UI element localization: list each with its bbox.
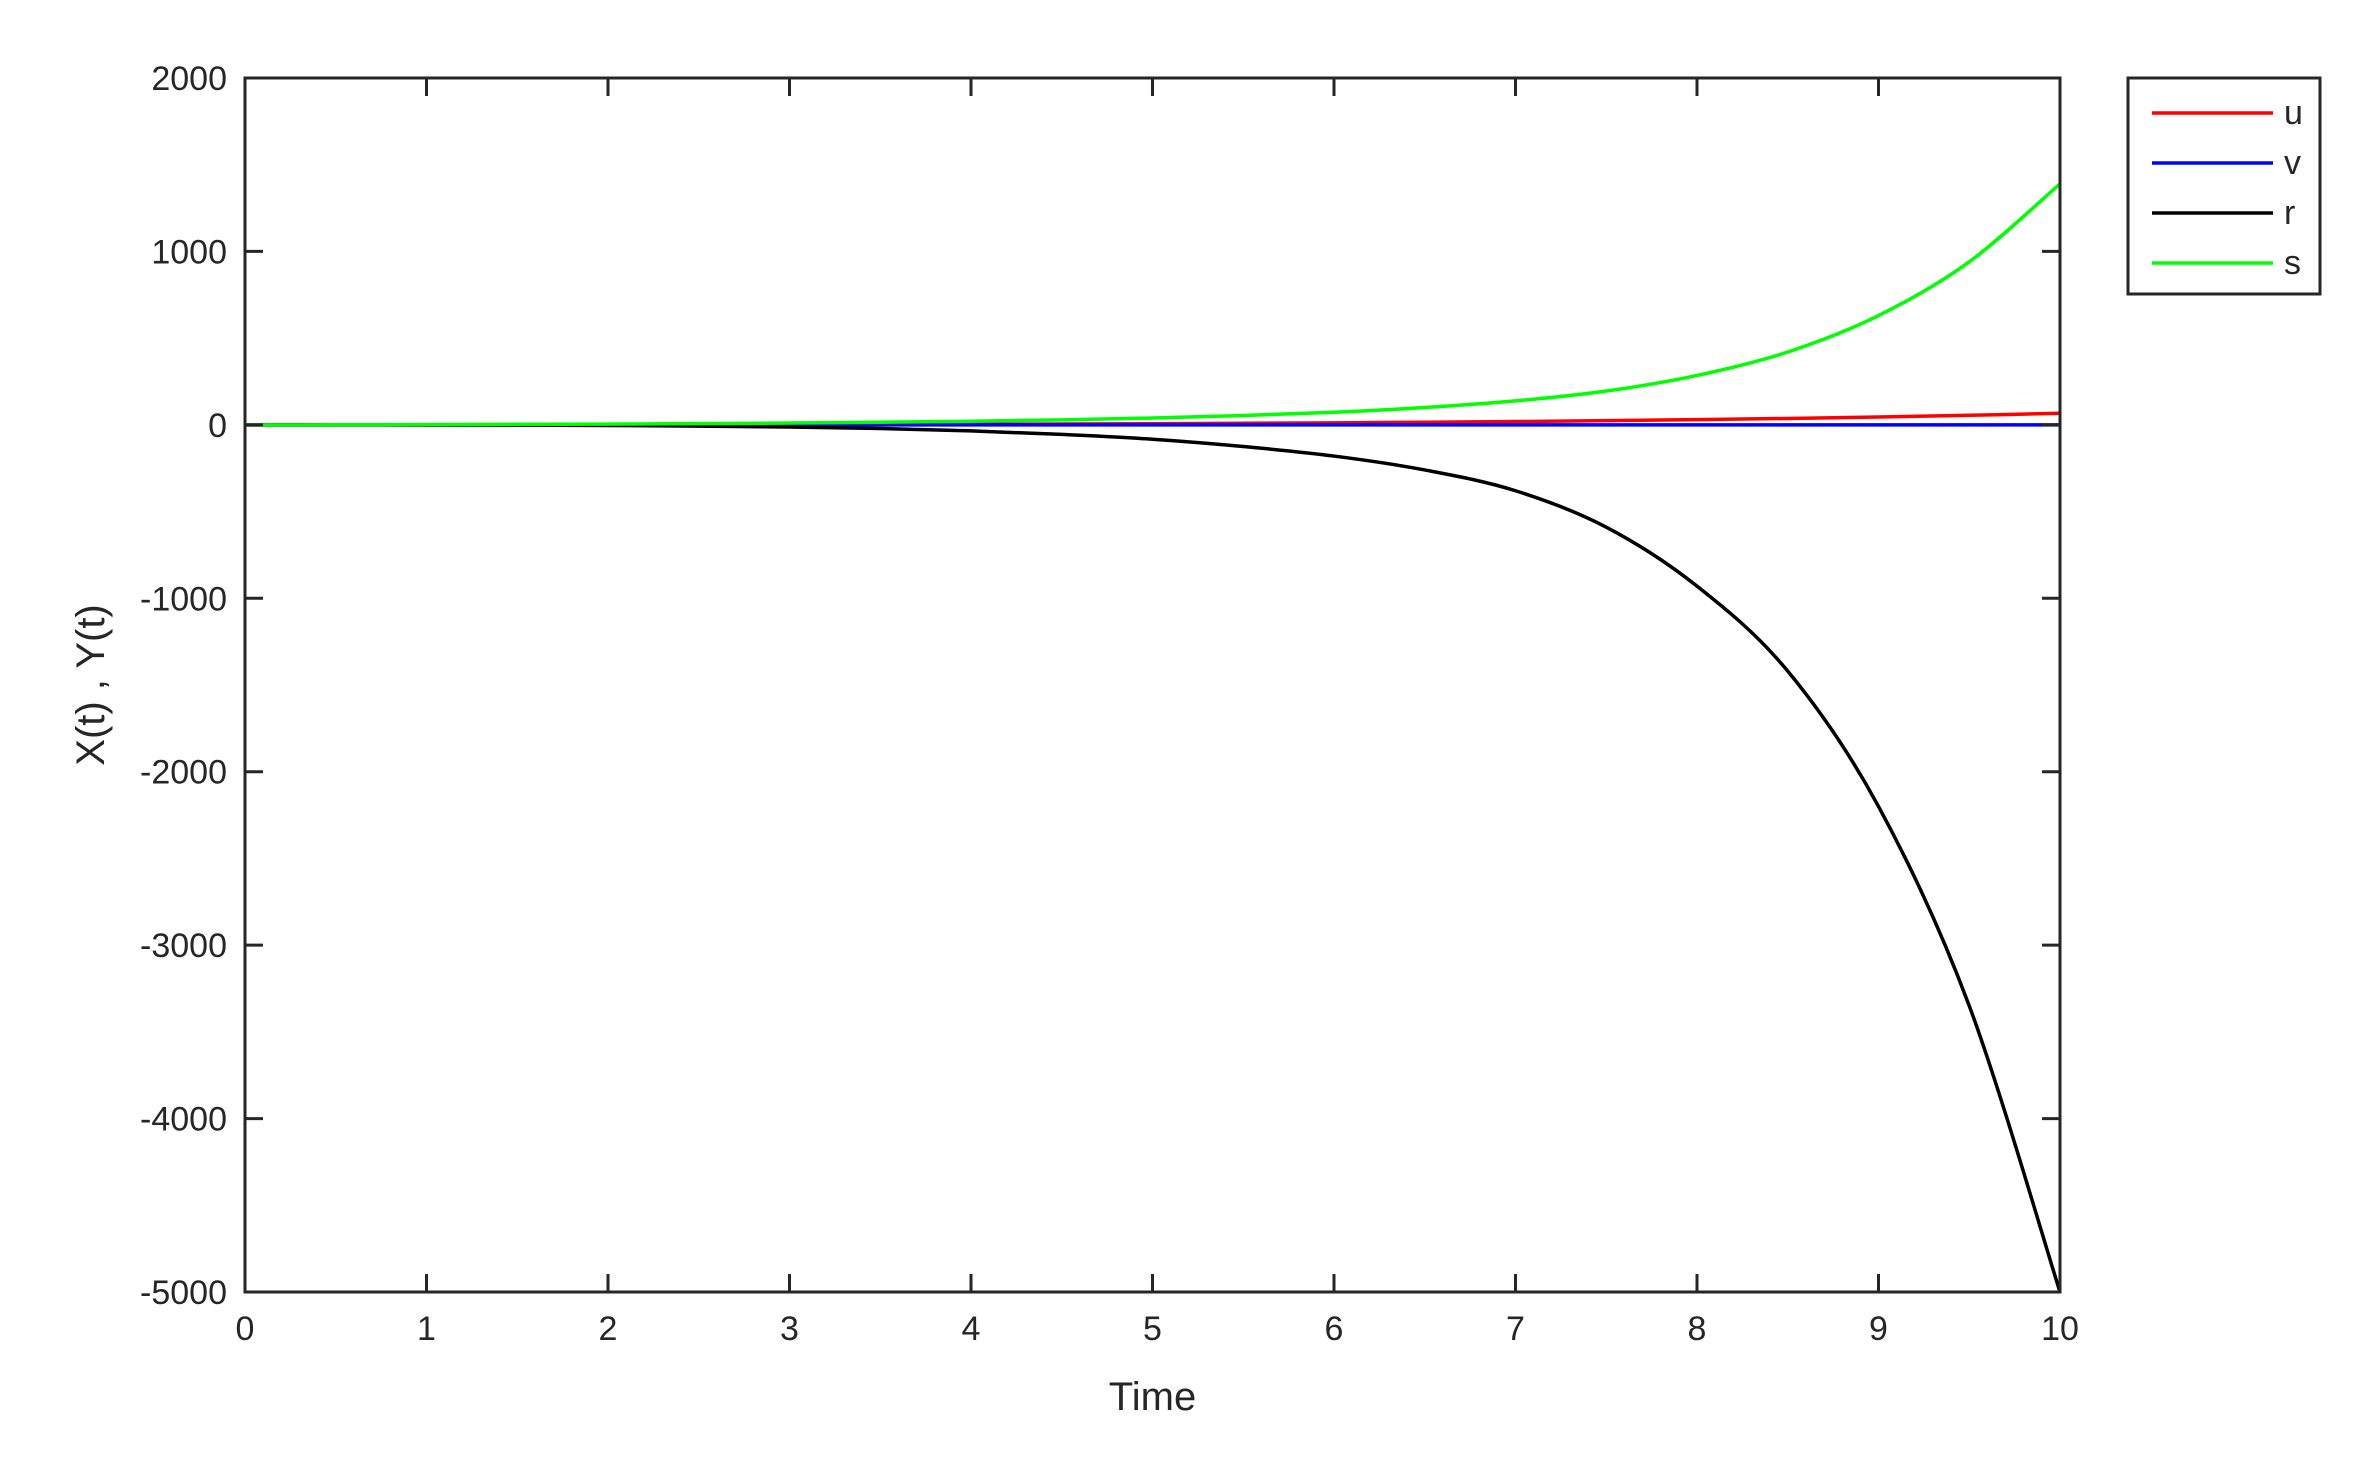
- x-tick-label: 5: [1143, 1310, 1162, 1348]
- y-axis-label: X(t) , Y(t): [69, 604, 113, 765]
- y-tick-label: -2000: [140, 754, 227, 792]
- x-tick-label: 0: [236, 1310, 255, 1348]
- y-tick-label: -5000: [140, 1274, 227, 1312]
- x-tick-label: 4: [962, 1310, 981, 1348]
- y-tick-label: -4000: [140, 1101, 227, 1139]
- legend-label-r: r: [2284, 194, 2295, 232]
- legend-label-s: s: [2284, 244, 2301, 282]
- x-tick-label: 9: [1869, 1310, 1888, 1348]
- x-tick-label: 7: [1506, 1310, 1525, 1348]
- plot-area: [245, 78, 2060, 1292]
- x-axis: 0 1 2 3 4 5 6 7 8 9 10: [236, 78, 2079, 1348]
- x-tick-label: 1: [417, 1310, 436, 1348]
- x-tick-label: 10: [2041, 1310, 2079, 1348]
- legend-label-v: v: [2284, 144, 2301, 182]
- y-tick-label: 1000: [151, 233, 227, 271]
- legend-label-u: u: [2284, 94, 2303, 132]
- x-axis-label: Time: [1109, 1375, 1196, 1419]
- x-tick-label: 2: [599, 1310, 618, 1348]
- y-tick-label: -3000: [140, 927, 227, 965]
- y-tick-label: -1000: [140, 580, 227, 618]
- y-tick-label: 2000: [151, 60, 227, 98]
- x-tick-label: 3: [780, 1310, 799, 1348]
- y-tick-label: 0: [208, 407, 227, 445]
- y-axis: 2000 1000 0 -1000 -2000 -3000 -4000 -5000: [140, 60, 2060, 1312]
- series-line-s: [244, 182, 2062, 427]
- x-tick-label: 6: [1325, 1310, 1344, 1348]
- x-tick-label: 8: [1688, 1310, 1707, 1348]
- series-layer: [244, 182, 2062, 1293]
